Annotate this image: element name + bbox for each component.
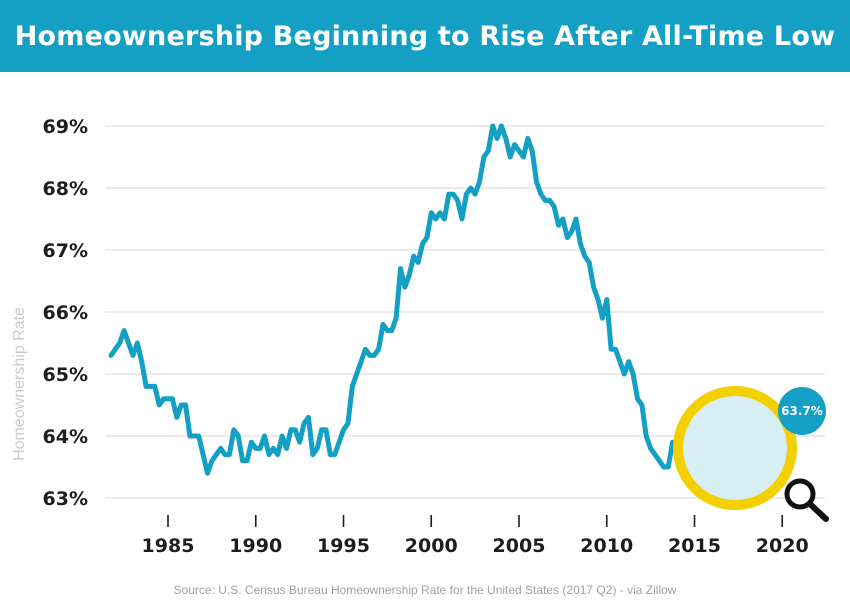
x-tick-label: 2010 xyxy=(580,535,633,557)
y-tick-label: 68% xyxy=(43,178,88,200)
y-tick-label: 66% xyxy=(43,302,88,324)
line-chart: 63% 64% 65% 66% 67% 68% 69% 1985 1990 1995 2000 20… xyxy=(11,116,829,557)
x-tick-label: 2015 xyxy=(668,535,721,557)
y-tick-label: 65% xyxy=(43,364,88,386)
x-tick-label: 1990 xyxy=(229,535,282,557)
x-tick-label: 2020 xyxy=(756,535,809,557)
callout-value: 63.7% xyxy=(781,404,823,418)
highlight-disc xyxy=(678,391,792,505)
y-tick-label: 63% xyxy=(43,488,88,510)
x-tick-label: 2000 xyxy=(405,535,458,557)
highlight-ring xyxy=(673,386,797,510)
y-tick-label: 67% xyxy=(43,240,88,262)
y-tick-label: 69% xyxy=(43,116,88,138)
x-tick-label: 1995 xyxy=(317,535,370,557)
recent-low-callout: 63.7% xyxy=(673,386,829,522)
x-tick-label: 2005 xyxy=(493,535,546,557)
callout-badge xyxy=(778,387,826,435)
magnifier-icon xyxy=(784,478,829,522)
y-axis-ticks: 63% 64% 65% 66% 67% 68% 69% xyxy=(43,116,88,510)
chart-title: Homeownership Beginning to Rise After Al… xyxy=(14,20,836,52)
homeownership-rate-line xyxy=(108,123,693,476)
x-axis-ticks: 1985 1990 1995 2000 2005 2010 2015 2020 xyxy=(142,515,809,557)
y-tick-label: 64% xyxy=(43,426,88,448)
source-note: Source: U.S. Census Bureau Homeownership… xyxy=(173,583,677,597)
title-banner: Homeownership Beginning to Rise After Al… xyxy=(0,0,850,72)
y-axis-label: Homeownership Rate xyxy=(11,307,28,461)
x-tick-label: 1985 xyxy=(142,535,195,557)
gridlines xyxy=(105,125,825,499)
